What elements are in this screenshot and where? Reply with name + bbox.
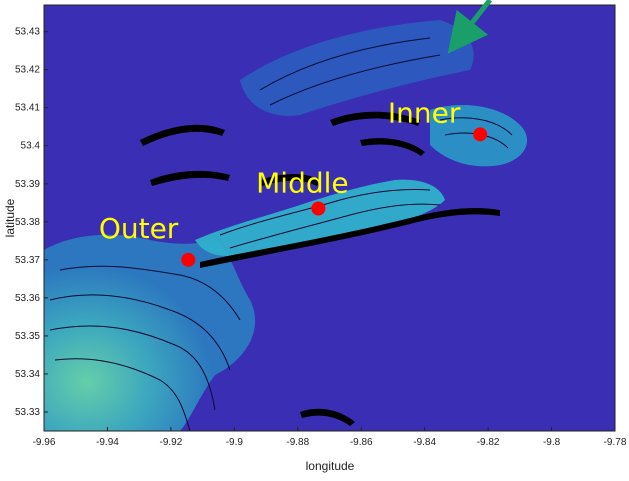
site-label-outer: Outer — [99, 212, 179, 245]
y-tick-label: 53.43 — [15, 27, 40, 38]
site-label-middle: Middle — [256, 166, 349, 199]
y-axis-title: latitude — [3, 198, 17, 237]
site-marker-middle — [311, 201, 326, 216]
plot-frame — [43, 4, 616, 432]
x-tick-label: -9.92 — [159, 437, 182, 448]
central-channel-region — [195, 179, 445, 257]
y-tick-label: 53.36 — [15, 293, 40, 304]
x-tick-label: -9.88 — [286, 437, 309, 448]
arrow-down-left-icon — [447, 0, 492, 54]
y-tick-label: 53.35 — [15, 331, 40, 342]
x-tick-label: -9.9 — [226, 437, 244, 448]
site-marker-outer — [181, 252, 196, 267]
y-tick-label: 53.33 — [15, 407, 40, 418]
site-label-inner: Inner — [388, 96, 461, 129]
y-tick-label: 53.42 — [15, 65, 40, 76]
outer-bay-region — [44, 234, 256, 431]
y-tick-label: 53.38 — [15, 217, 40, 228]
depth-contours — [49, 37, 513, 431]
y-tick-label: 53.34 — [15, 369, 40, 380]
site-markers: Outer Middle Inner — [99, 96, 488, 267]
x-tick-label: -9.86 — [350, 437, 373, 448]
x-tick-label: -9.78 — [604, 437, 627, 448]
x-tick-label: -9.96 — [33, 437, 56, 448]
site-marker-inner — [473, 127, 488, 142]
y-tick-label: 53.37 — [15, 255, 40, 266]
x-tick-label: -9.84 — [413, 437, 436, 448]
x-axis-ticks: -9.96 -9.94 -9.92 -9.9 -9.88 -9.86 -9.84 -9.82 -… — [33, 427, 627, 448]
x-tick-label: -9.8 — [543, 437, 561, 448]
x-tick-label: -9.94 — [96, 437, 119, 448]
x-tick-label: -9.82 — [477, 437, 500, 448]
coastline — [140, 111, 500, 426]
y-tick-label: 53.39 — [15, 179, 40, 190]
x-axis-title: longitude — [306, 459, 355, 473]
y-tick-label: 53.41 — [15, 103, 40, 114]
y-axis-ticks: 53.33 53.34 53.35 53.36 53.37 53.38 53.39 53.4 5… — [15, 27, 48, 418]
y-tick-label: 53.4 — [21, 141, 41, 152]
